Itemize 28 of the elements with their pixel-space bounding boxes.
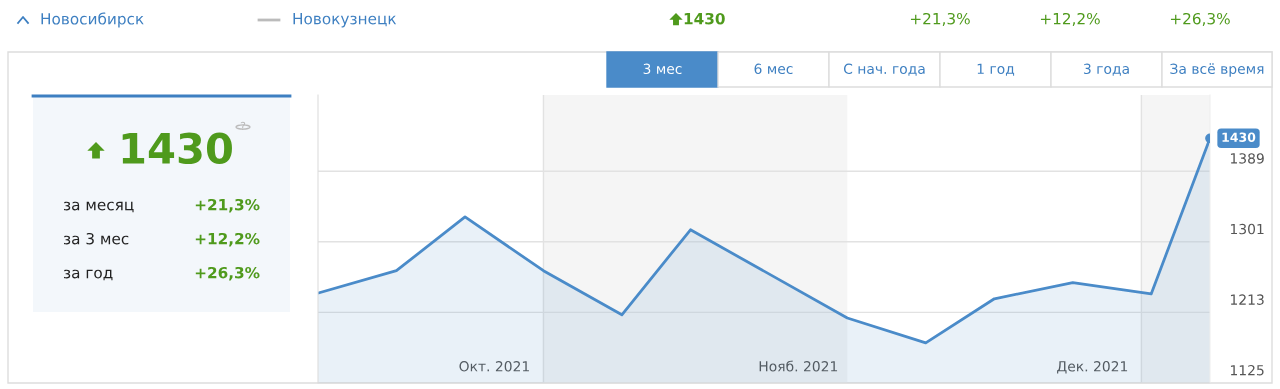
- text: 1 год: [977, 63, 1015, 76]
- text: С нач. года: [843, 63, 925, 76]
- data-label: 1430: [1222, 132, 1256, 142]
- text: За всё время: [1170, 63, 1264, 77]
- text: за месяц: [63, 201, 134, 213]
- text: 6 мес: [754, 63, 793, 75]
- text: 3 года: [1083, 63, 1129, 76]
- text: Новосибирск: [41, 12, 144, 28]
- text: 1430: [122, 132, 232, 165]
- text: +12,2%: [195, 232, 260, 247]
- y-tick-label: 1125: [1230, 364, 1264, 376]
- text: +12,2%: [1040, 12, 1100, 26]
- x-tick-label: Дек. 2021: [1057, 361, 1128, 374]
- text: +21,3%: [195, 198, 260, 213]
- y-tick-label: 1389: [1230, 153, 1264, 164]
- text: 1430: [684, 12, 725, 25]
- y-tick-label: 1213: [1230, 294, 1264, 305]
- text: +21,3%: [910, 12, 970, 26]
- text: ?: [240, 121, 246, 131]
- x-tick-label: Окт. 2021: [459, 361, 529, 372]
- text: за год: [63, 269, 113, 281]
- text: +26,3%: [1170, 12, 1230, 26]
- text: 3 мес: [643, 63, 682, 75]
- y-tick-label: 1301: [1230, 223, 1264, 235]
- text: Новокузнецк: [293, 13, 397, 28]
- text: за 3 мес: [63, 232, 129, 245]
- text: +26,3%: [195, 266, 260, 281]
- x-tick-label: Нояб. 2021: [759, 360, 838, 372]
